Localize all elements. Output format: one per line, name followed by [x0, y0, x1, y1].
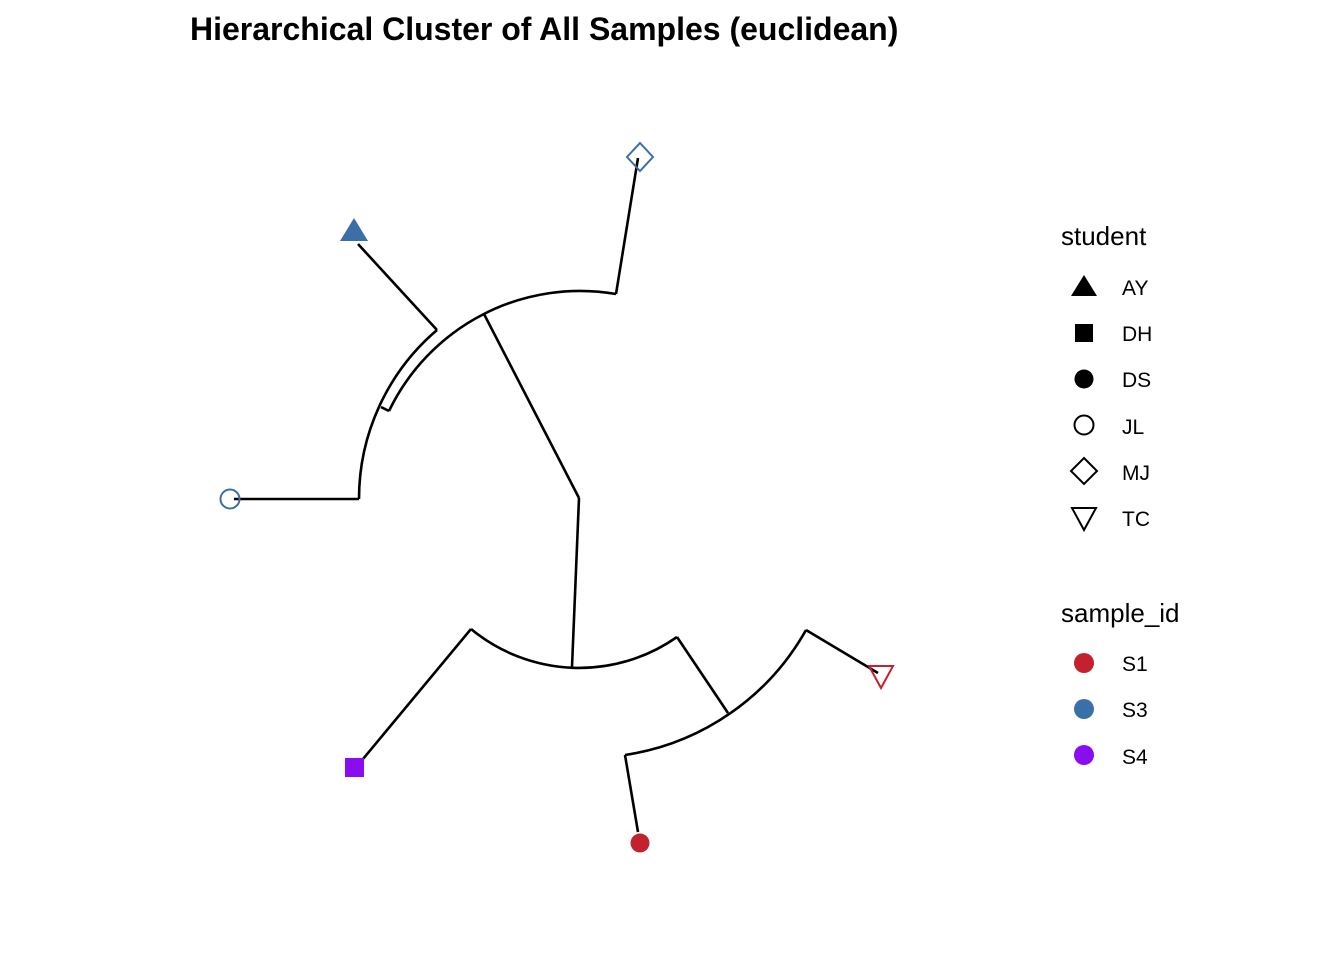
- branch-mj: [614, 157, 640, 295]
- diamond-open-icon: [1069, 456, 1099, 486]
- legend-student-label: JL: [1122, 416, 1144, 439]
- legend-student-label: DH: [1122, 323, 1152, 346]
- upper-main-arc: [387, 289, 617, 412]
- legend-student: student AY DH DS JL MJ TC: [1061, 221, 1152, 533]
- branch-ay: [357, 243, 438, 331]
- branch-dh: [357, 628, 472, 766]
- branch-ds: [623, 754, 640, 833]
- legend-swatch-s1: [1074, 653, 1094, 673]
- ay-jl-arc: [357, 329, 438, 500]
- triangle-down-open-icon: [1070, 507, 1098, 533]
- legend-student-label: AY: [1122, 277, 1148, 300]
- circle-open-icon: [1073, 414, 1095, 436]
- connector-s1-cluster: [675, 636, 730, 714]
- legend-swatch-s4: [1074, 745, 1094, 765]
- triangle-filled-icon: [1071, 275, 1097, 296]
- lower-main-arc: [470, 627, 678, 670]
- legend-student-label: TC: [1122, 508, 1150, 531]
- square-filled-icon: [345, 758, 364, 777]
- circle-open-icon: [219, 488, 241, 510]
- legend-swatch-s3: [1074, 699, 1094, 719]
- chart-title: Hierarchical Cluster of All Samples (euc…: [190, 11, 898, 47]
- legend-sample-id-label: S1: [1122, 653, 1148, 676]
- connector-ay-jl: [380, 405, 390, 413]
- legend-student-title: student: [1061, 221, 1147, 251]
- diamond-open-icon: [625, 141, 655, 173]
- upper-stem: [482, 313, 581, 499]
- legend-student-label: DS: [1122, 369, 1151, 392]
- triangle-filled-icon: [340, 218, 368, 241]
- root-stem: [570, 497, 581, 668]
- dendrogram-tree: [234, 157, 879, 833]
- legend-student-label: MJ: [1122, 462, 1150, 485]
- leaf-markers: [219, 141, 895, 853]
- circle-filled-icon: [1074, 369, 1094, 389]
- legend-sample-id-label: S4: [1122, 746, 1148, 769]
- triangle-down-open-icon: [867, 665, 895, 691]
- legend-sample-id-label: S3: [1122, 699, 1148, 722]
- branch-tc: [805, 628, 879, 675]
- square-filled-icon: [1075, 324, 1093, 342]
- legend-sample-id-title: sample_id: [1061, 598, 1180, 628]
- s1-cluster-arc: [624, 629, 808, 757]
- legend-sample-id: sample_id S1 S3 S4: [1061, 598, 1180, 769]
- circle-filled-icon: [630, 833, 650, 853]
